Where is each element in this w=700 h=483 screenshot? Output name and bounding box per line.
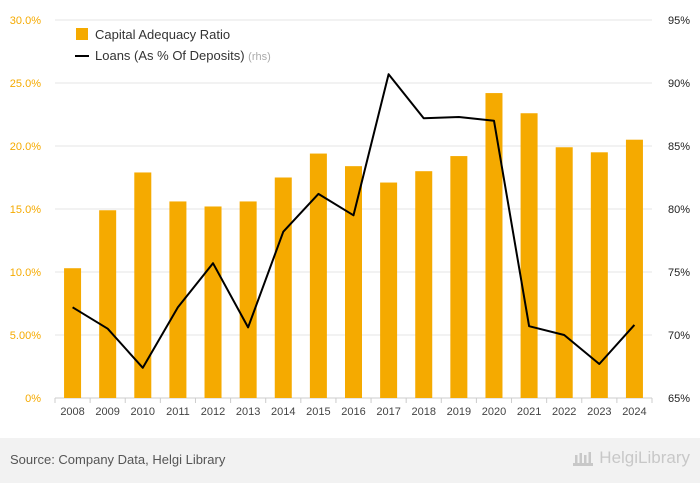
x-tick-label: 2010 xyxy=(131,406,155,418)
y-left-tick-label: 30.0% xyxy=(10,15,41,27)
bar xyxy=(204,206,222,398)
y-right-tick-label: 70% xyxy=(668,330,690,342)
x-tick-label: 2021 xyxy=(517,406,541,418)
legend-label: Loans (As % Of Deposits) (rhs) xyxy=(95,48,271,63)
bar xyxy=(345,166,362,398)
source-text: Source: Company Data, Helgi Library xyxy=(10,452,226,467)
x-tick-label: 2023 xyxy=(587,406,611,418)
x-tick-label: 2019 xyxy=(447,406,471,418)
x-tick-label: 2017 xyxy=(376,406,400,418)
x-tick-label: 2012 xyxy=(201,406,225,418)
legend-swatch-bar xyxy=(76,28,88,40)
bar xyxy=(450,156,468,398)
brand-logo[interactable]: HelgiLibrary xyxy=(572,448,690,468)
x-tick-label: 2014 xyxy=(271,406,295,418)
y-right-tick-label: 65% xyxy=(668,393,690,405)
y-left-tick-label: 5.00% xyxy=(10,330,41,342)
x-tick-label: 2024 xyxy=(622,406,646,418)
bar xyxy=(625,139,643,398)
chart-canvas: 0% 65% 5.00% 70% 10.0% 75% 15.0% 80% 20.0% 85% 25.… xyxy=(10,15,690,418)
bar xyxy=(590,152,608,398)
legend-label: Capital Adequacy Ratio xyxy=(95,27,230,42)
y-left-tick-label: 15.0% xyxy=(10,204,41,216)
y-left-tick-label: 0% xyxy=(25,393,41,405)
y-left-tick-label: 25.0% xyxy=(10,78,41,90)
line-series xyxy=(72,73,636,369)
y-right-tick-label: 75% xyxy=(668,267,690,279)
x-tick-label: 2022 xyxy=(552,406,576,418)
bar xyxy=(134,172,152,398)
bar xyxy=(485,93,503,398)
x-tick-label: 2016 xyxy=(341,406,365,418)
bar xyxy=(99,210,117,398)
y-left-tick-label: 20.0% xyxy=(10,141,41,153)
brand-name: HelgiLibrary xyxy=(599,448,690,467)
x-tick-label: 2013 xyxy=(236,406,260,418)
bar xyxy=(64,268,82,398)
x-tick-label: 2018 xyxy=(411,406,435,418)
bar xyxy=(309,153,327,398)
bar xyxy=(520,113,538,399)
y-right-tick-label: 95% xyxy=(668,15,690,27)
y-right-tick-label: 90% xyxy=(668,78,690,90)
legend-label-suffix: (rhs) xyxy=(248,51,271,63)
x-tick-label: 2011 xyxy=(166,406,190,418)
bar xyxy=(274,177,292,398)
y-left-tick-label: 10.0% xyxy=(10,267,41,279)
bar xyxy=(555,147,573,398)
y-right-tick-label: 80% xyxy=(668,204,690,216)
bar xyxy=(239,201,257,398)
bar xyxy=(169,201,187,398)
legend-label-main: Loans (As % Of Deposits) xyxy=(95,48,248,63)
y-right-tick-label: 85% xyxy=(668,141,690,153)
library-icon xyxy=(573,452,594,466)
bar xyxy=(415,171,433,398)
x-tick-label: 2008 xyxy=(60,406,84,418)
bar xyxy=(380,182,398,398)
x-tick-label: 2015 xyxy=(306,406,330,418)
footer: Source: Company Data, Helgi Library Helg… xyxy=(0,438,700,483)
x-tick-label: 2020 xyxy=(482,406,506,418)
x-tick-label: 2009 xyxy=(95,406,119,418)
